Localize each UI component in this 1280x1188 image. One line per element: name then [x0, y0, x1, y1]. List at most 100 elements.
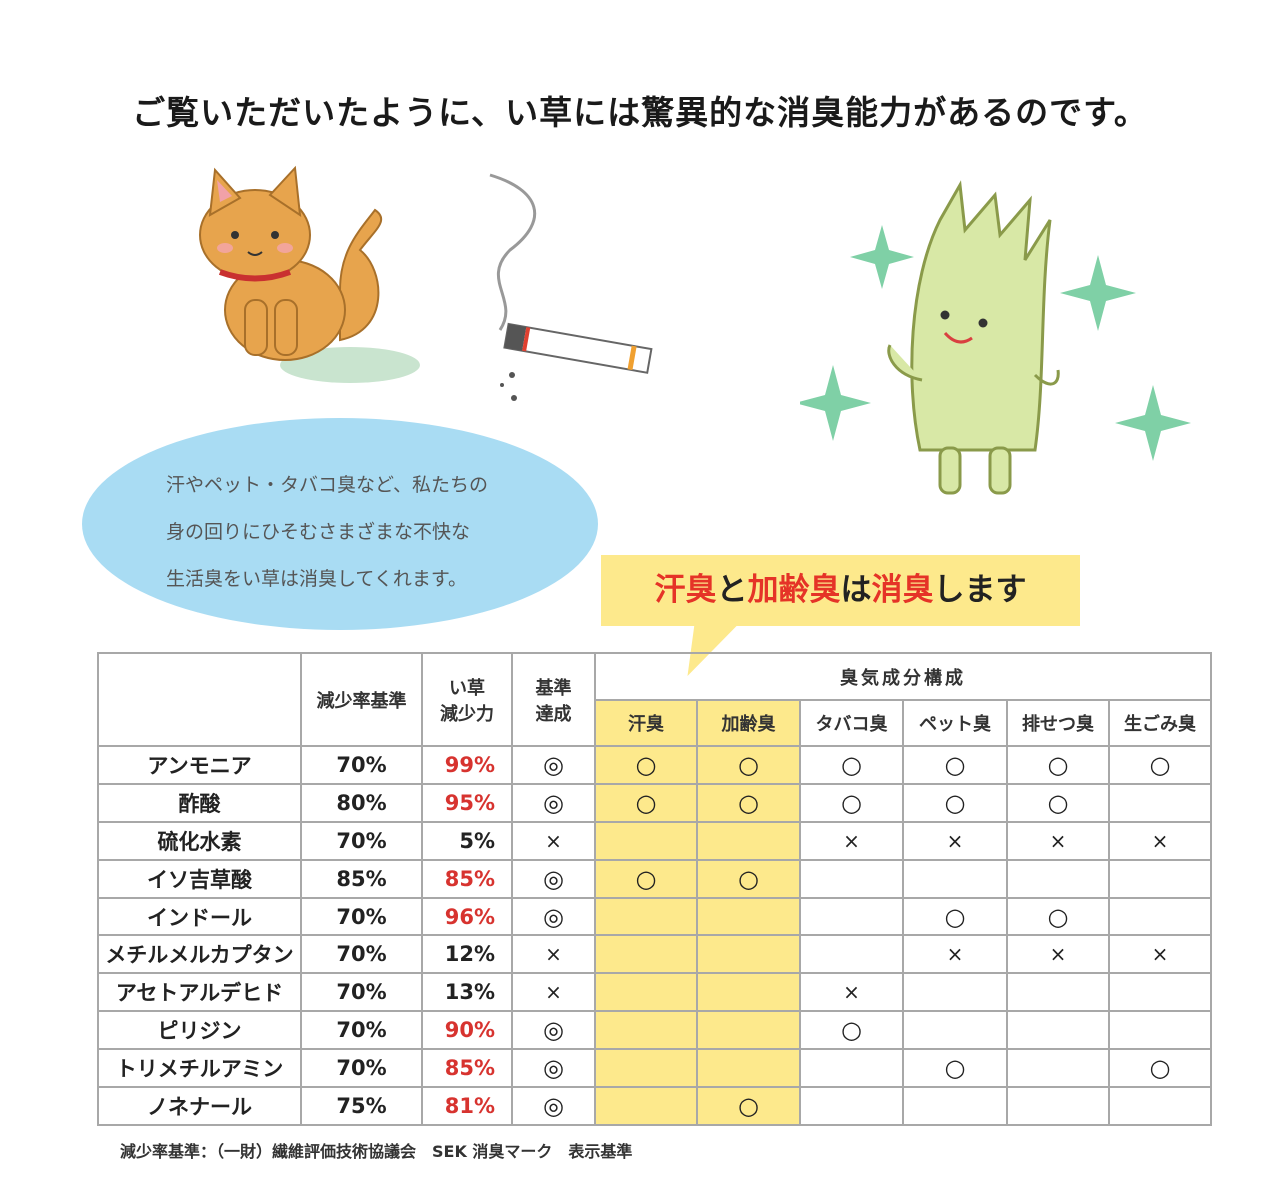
header-odor: タバコ臭 [799, 699, 904, 747]
odor-mark-cell [594, 820, 698, 861]
odor-mark-cell [1108, 896, 1212, 937]
compound-name: アンモニア [97, 745, 302, 785]
odor-mark-cell: ○ [594, 782, 698, 823]
odor-mark-cell: × [902, 820, 1008, 861]
odor-mark-cell [799, 1086, 904, 1126]
odor-mark-cell [1108, 1086, 1212, 1126]
achieved-cell: ◎ [511, 782, 596, 823]
odor-mark-cell: ○ [1006, 896, 1110, 937]
odor-mark-cell [902, 1010, 1008, 1051]
odor-mark-cell [696, 820, 801, 861]
odor-mark-cell: × [799, 820, 904, 861]
odor-mark-cell: ○ [594, 745, 698, 785]
achieved-cell: ◎ [511, 858, 596, 899]
odor-mark-cell: ○ [1108, 745, 1212, 785]
reduction-cell: 85% [421, 858, 513, 899]
callout-banner: 汗臭と加齢臭は消臭します [601, 555, 1080, 626]
table-row: ピリジン 70% 90% ◎ ○ [97, 1010, 1212, 1051]
cat-illustration [199, 165, 420, 383]
table-row: アセトアルデヒド 70% 13% × × [97, 972, 1212, 1013]
corner-cell [97, 652, 302, 747]
odor-mark-cell [1006, 1048, 1110, 1089]
reduction-cell: 81% [421, 1086, 513, 1126]
odor-mark-cell: ○ [799, 782, 904, 823]
odor-mark-cell: × [1108, 934, 1212, 975]
achieved-cell: ◎ [511, 1086, 596, 1126]
odor-mark-cell [799, 858, 904, 899]
bubble-line: 生活臭をい草は消臭してくれます。 [166, 568, 467, 590]
page-title: ご覧いただいたように、い草には驚異的な消臭能力があるのです。 [132, 93, 1148, 132]
reduction-cell: 95% [421, 782, 513, 823]
header-odor: ペット臭 [902, 699, 1008, 747]
achieved-cell: ◎ [511, 745, 596, 785]
odor-mark-cell [696, 896, 801, 937]
odor-mark-cell [594, 1048, 698, 1089]
standard-cell: 70% [300, 972, 423, 1013]
odor-mark-cell: ○ [1006, 782, 1110, 823]
achieved-cell: × [511, 820, 596, 861]
standard-cell: 70% [300, 1010, 423, 1051]
odor-mark-cell [594, 1086, 698, 1126]
odor-mark-cell [799, 896, 904, 937]
table-row: イソ吉草酸 85% 85% ◎ ○ ○ [97, 858, 1212, 899]
table-row: ノネナール 75% 81% ◎ ○ [97, 1086, 1212, 1126]
header-line: 減少力 [440, 703, 494, 725]
odor-mark-cell: ○ [696, 858, 801, 899]
compound-name: トリメチルアミン [97, 1048, 302, 1089]
reduction-cell: 5% [421, 820, 513, 861]
puddle [280, 347, 420, 383]
callout-part: します [933, 572, 1027, 608]
callout-part: 消臭 [871, 572, 934, 608]
header-odor: 加齢臭 [696, 699, 801, 747]
speech-bubble [82, 418, 598, 630]
header-line: 基準 [535, 677, 572, 699]
header-line: い草 [449, 677, 485, 699]
odor-mark-cell [594, 896, 698, 937]
compound-name: ピリジン [97, 1010, 302, 1051]
bubble-line: 身の回りにひそむさまざまな不快な [166, 521, 471, 543]
odor-mark-cell: ○ [799, 1010, 904, 1051]
odor-mark-cell [1006, 1010, 1110, 1051]
odor-mark-cell: ○ [696, 782, 801, 823]
odor-mark-cell [1108, 782, 1212, 823]
odor-mark-cell [594, 1010, 698, 1051]
odor-mark-cell: × [1006, 820, 1110, 861]
header-odor: 生ごみ臭 [1108, 699, 1212, 747]
bubble-text: 汗やペット・タバコ臭など、私たちの 身の回りにひそむさまざまな不快な 生活臭をい… [166, 462, 488, 603]
odor-mark-cell [799, 934, 904, 975]
reduction-cell: 13% [421, 972, 513, 1013]
odor-mark-cell: ○ [696, 1086, 801, 1126]
odor-mark-cell [902, 858, 1008, 899]
achieved-cell: × [511, 934, 596, 975]
callout-part: 汗臭 [654, 572, 717, 608]
header-odor: 汗臭 [594, 699, 698, 747]
odor-mark-cell [594, 972, 698, 1013]
header-reduction: い草 減少力 [421, 652, 513, 747]
reduction-cell: 12% [421, 934, 513, 975]
odor-mark-cell: ○ [902, 782, 1008, 823]
odor-mark-cell: × [902, 934, 1008, 975]
odor-mark-cell [594, 934, 698, 975]
odor-mark-cell [696, 1010, 801, 1051]
odor-mark-cell: × [799, 972, 904, 1013]
odor-mark-cell [1006, 1086, 1110, 1126]
compound-name: アセトアルデヒド [97, 972, 302, 1013]
compound-name: インドール [97, 896, 302, 937]
table-row: アンモニア 70% 99% ◎ ○ ○ ○ ○ ○ ○ [97, 745, 1212, 785]
odor-mark-cell [696, 972, 801, 1013]
standard-cell: 70% [300, 820, 423, 861]
header-standard: 減少率基準 [300, 652, 423, 747]
table-row: 酢酸 80% 95% ◎ ○ ○ ○ ○ ○ [97, 782, 1212, 823]
odor-mark-cell [1108, 858, 1212, 899]
odor-mark-cell [1108, 1010, 1212, 1051]
odor-mark-cell [696, 1048, 801, 1089]
callout-part: と [716, 572, 748, 608]
odor-mark-cell: ○ [696, 745, 801, 785]
header-odor: 排せつ臭 [1006, 699, 1110, 747]
odor-mark-cell: ○ [902, 1048, 1008, 1089]
odor-mark-cell: ○ [799, 745, 904, 785]
odor-mark-cell [799, 1048, 904, 1089]
odor-mark-cell: ○ [1108, 1048, 1212, 1089]
reduction-cell: 99% [421, 745, 513, 785]
odor-mark-cell [902, 972, 1008, 1013]
